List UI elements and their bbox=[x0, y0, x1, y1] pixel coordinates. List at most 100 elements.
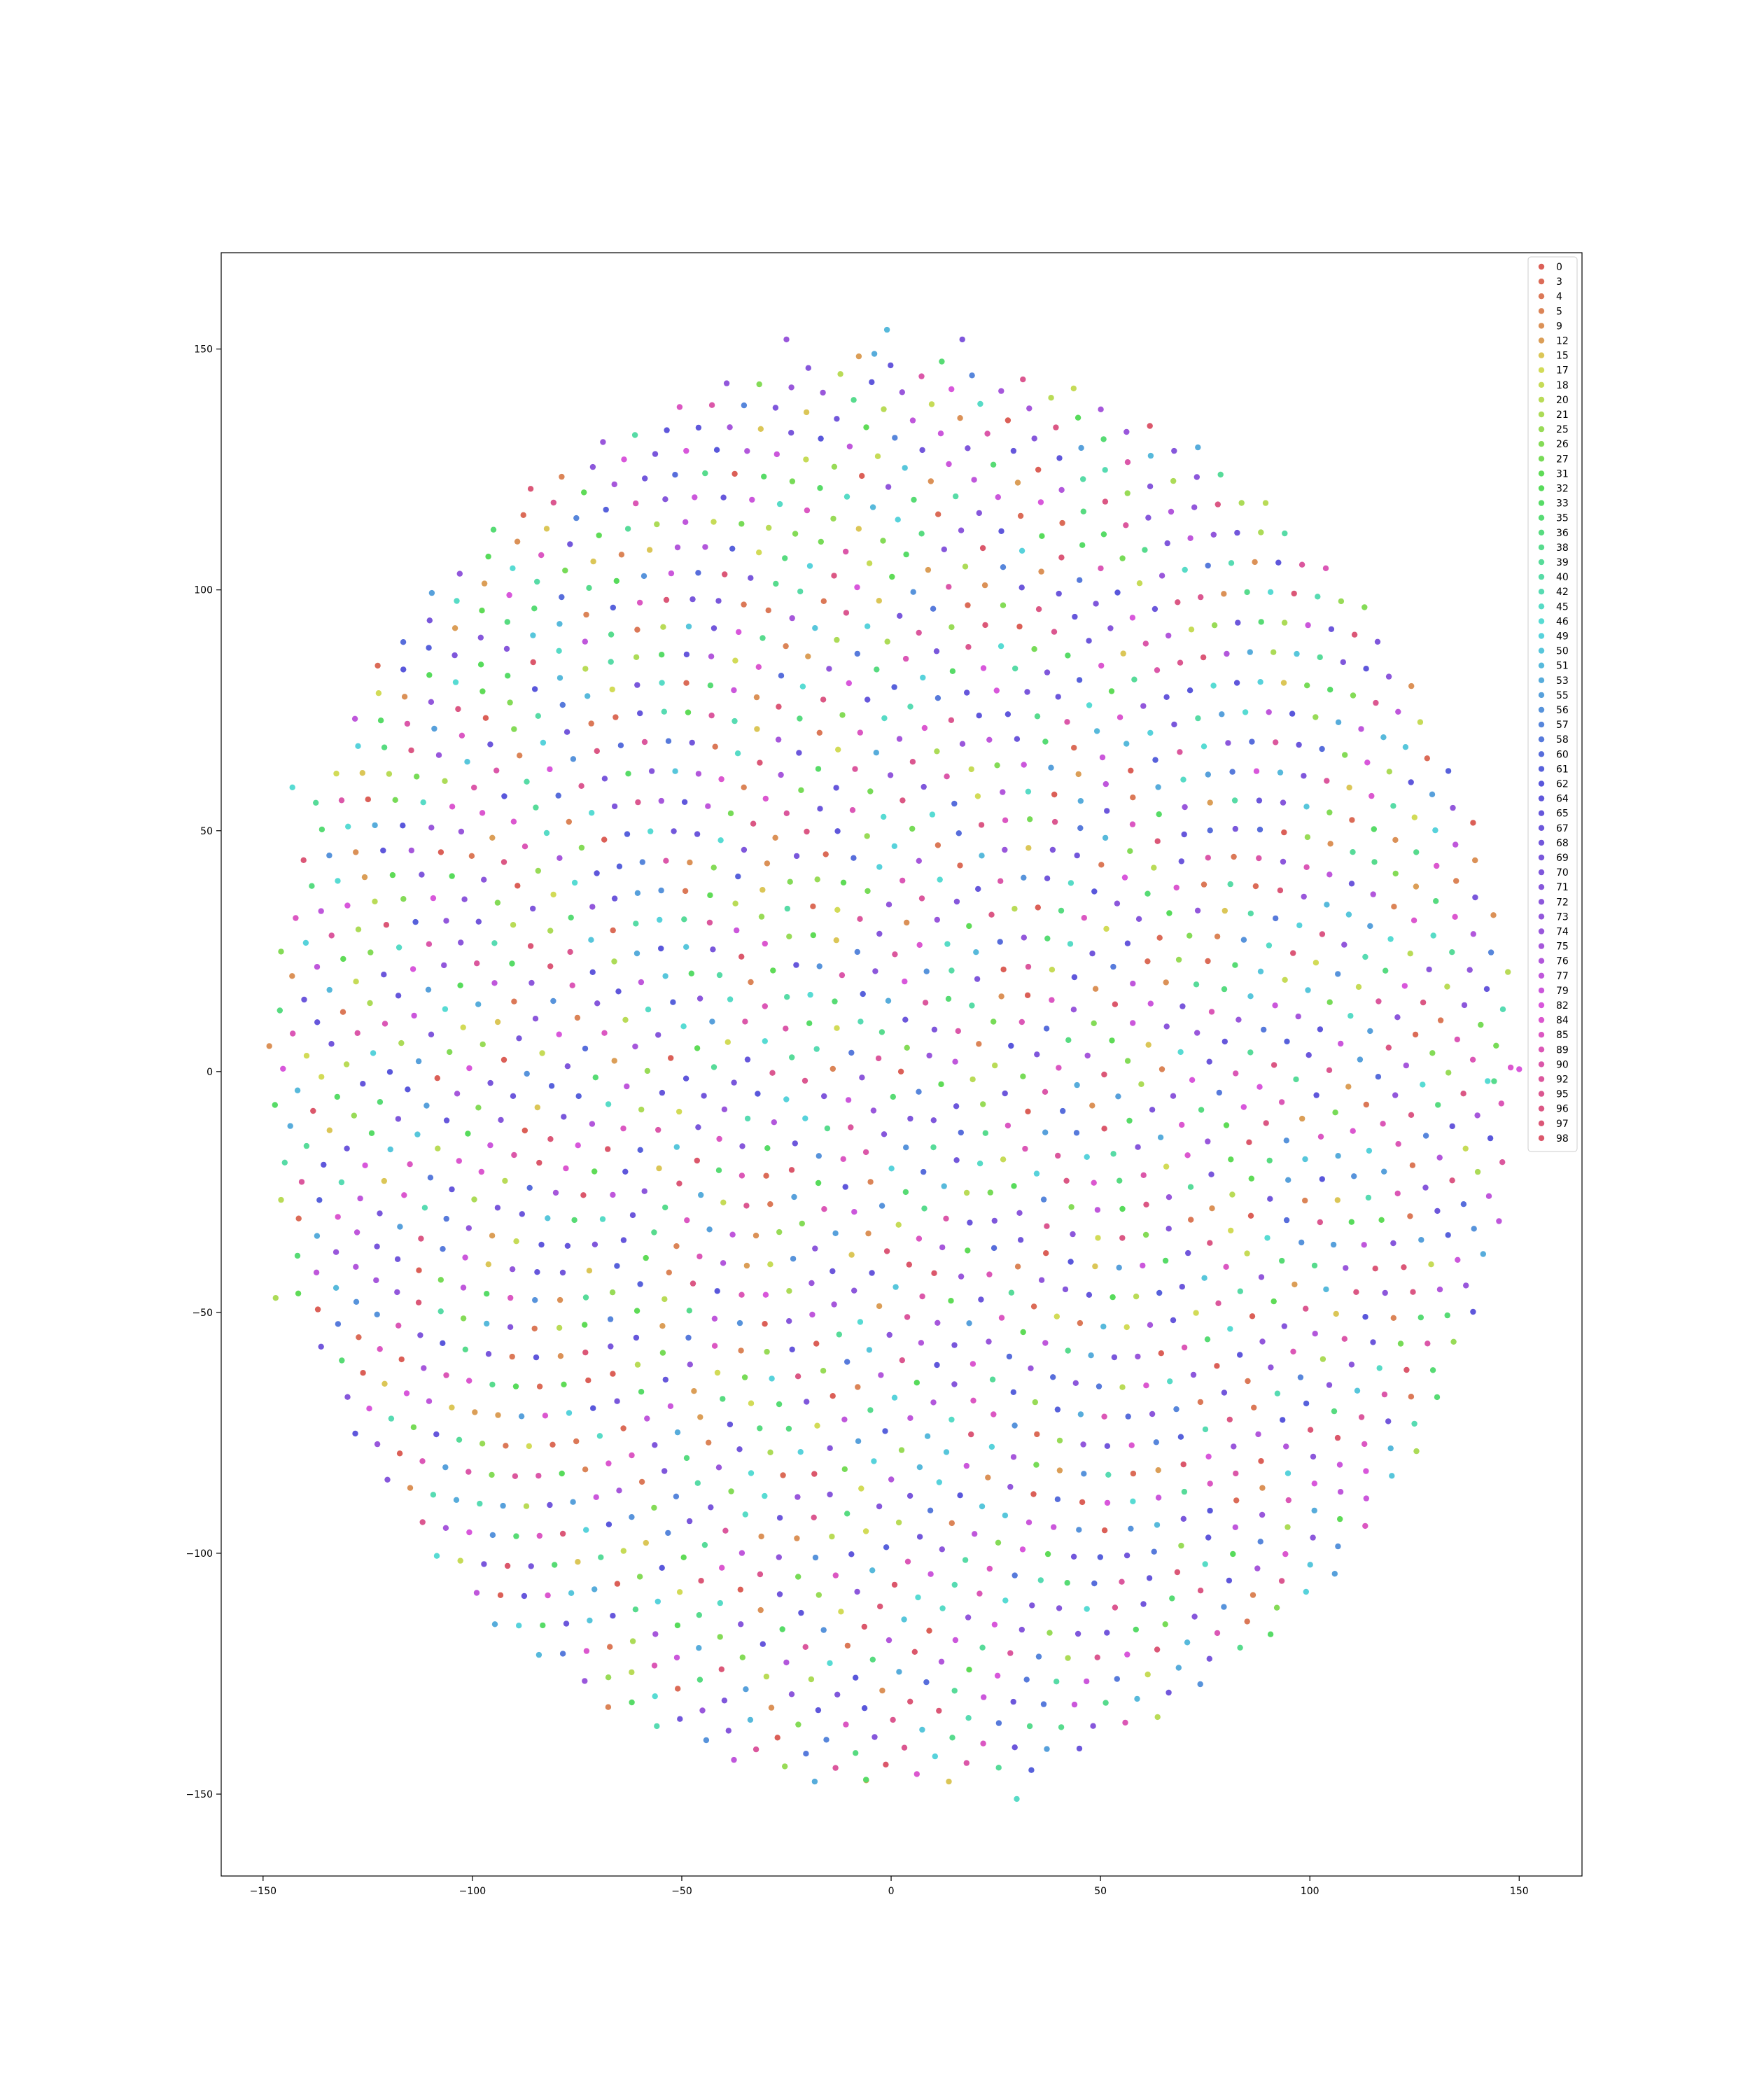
scatter-point bbox=[1065, 1037, 1072, 1044]
x-tick-label: 50 bbox=[1094, 1886, 1107, 1897]
scatter-point bbox=[1122, 1719, 1128, 1726]
scatter-point bbox=[426, 645, 432, 651]
scatter-point bbox=[762, 1003, 769, 1009]
scatter-point bbox=[624, 1083, 630, 1090]
scatter-point bbox=[691, 1388, 697, 1394]
scatter-point bbox=[821, 1093, 827, 1100]
scatter-point bbox=[682, 519, 689, 525]
scatter-point bbox=[351, 715, 358, 722]
scatter-point bbox=[481, 1561, 487, 1567]
scatter-point bbox=[1128, 1525, 1134, 1532]
scatter-point bbox=[718, 1666, 725, 1672]
scatter-point bbox=[762, 940, 769, 947]
scatter-point bbox=[695, 424, 702, 431]
legend-marker bbox=[1538, 869, 1545, 876]
scatter-point bbox=[419, 1458, 426, 1464]
scatter-point bbox=[1073, 1130, 1080, 1136]
scatter-point bbox=[1450, 804, 1456, 811]
scatter-point bbox=[1155, 784, 1161, 790]
scatter-point bbox=[456, 1158, 462, 1164]
scatter-point bbox=[340, 955, 346, 962]
scatter-point bbox=[1200, 743, 1208, 750]
scatter-point bbox=[1270, 1062, 1278, 1068]
scatter-point bbox=[1178, 858, 1185, 864]
scatter-point bbox=[1110, 1294, 1116, 1301]
scatter-point bbox=[458, 732, 465, 739]
legend-marker bbox=[1538, 1002, 1545, 1009]
scatter-point bbox=[451, 652, 458, 659]
scatter-point bbox=[657, 916, 663, 923]
scatter-point bbox=[447, 1049, 453, 1056]
scatter-point bbox=[1258, 619, 1264, 625]
scatter-point bbox=[680, 1023, 687, 1030]
scatter-point bbox=[965, 1247, 971, 1254]
legend-marker bbox=[1538, 263, 1545, 270]
legend-marker bbox=[1538, 367, 1545, 373]
scatter-point bbox=[664, 427, 670, 433]
scatter-point bbox=[564, 729, 570, 735]
scatter-point bbox=[874, 453, 881, 459]
scatter-point bbox=[737, 1586, 744, 1592]
scatter-point bbox=[760, 635, 766, 641]
scatter-point bbox=[883, 1761, 889, 1768]
scatter-point bbox=[930, 606, 937, 612]
scatter-point bbox=[853, 1750, 859, 1756]
scatter-point bbox=[1499, 1159, 1506, 1166]
scatter-point bbox=[1079, 1499, 1086, 1506]
scatter-point bbox=[374, 1441, 381, 1448]
x-tick-label: 150 bbox=[1510, 1886, 1529, 1897]
scatter-point bbox=[793, 853, 800, 860]
legend-label: 21 bbox=[1556, 410, 1569, 421]
scatter-point bbox=[949, 1735, 955, 1741]
scatter-point bbox=[1351, 1173, 1357, 1180]
scatter-point bbox=[1011, 906, 1018, 912]
scatter-point bbox=[426, 672, 433, 678]
scatter-point bbox=[739, 1654, 746, 1660]
scatter-point bbox=[871, 1458, 877, 1464]
legend-marker bbox=[1538, 854, 1545, 861]
scatter-point bbox=[510, 1093, 517, 1100]
scatter-point bbox=[906, 1261, 913, 1268]
scatter-point bbox=[643, 1254, 649, 1261]
scatter-point bbox=[714, 1288, 720, 1294]
scatter-point bbox=[1444, 1312, 1450, 1319]
scatter-point bbox=[514, 538, 521, 545]
scatter-point bbox=[879, 1687, 886, 1694]
scatter-point bbox=[916, 1534, 923, 1540]
scatter-point bbox=[1452, 841, 1459, 848]
scatter-point bbox=[673, 1243, 680, 1250]
scatter-point bbox=[957, 862, 963, 869]
scatter-point bbox=[1166, 1689, 1172, 1696]
scatter-point bbox=[559, 473, 565, 480]
scatter-point bbox=[980, 1740, 986, 1746]
scatter-point bbox=[438, 1308, 444, 1315]
scatter-point bbox=[629, 1212, 636, 1219]
scatter-point bbox=[1194, 474, 1200, 480]
scatter-point bbox=[1284, 1038, 1290, 1045]
scatter-point bbox=[456, 570, 463, 577]
scatter-point bbox=[1483, 986, 1490, 993]
scatter-point bbox=[435, 752, 442, 758]
scatter-point bbox=[1154, 1522, 1161, 1528]
scatter-point bbox=[1394, 1190, 1401, 1197]
scatter-point bbox=[1302, 1197, 1308, 1204]
scatter-point bbox=[1143, 1382, 1149, 1389]
scatter-point-outlier bbox=[272, 1295, 279, 1301]
scatter-point bbox=[1337, 1516, 1343, 1522]
scatter-point bbox=[1277, 769, 1284, 776]
scatter-point bbox=[513, 1238, 519, 1245]
scatter-point bbox=[593, 1494, 599, 1500]
scatter-point bbox=[1127, 848, 1133, 855]
legend-marker bbox=[1538, 293, 1545, 300]
legend-marker bbox=[1538, 884, 1545, 890]
scatter-point bbox=[696, 1676, 704, 1683]
scatter-point bbox=[361, 874, 368, 881]
scatter-point bbox=[952, 1058, 958, 1065]
scatter-point bbox=[1297, 1374, 1304, 1380]
scatter-point bbox=[816, 729, 823, 736]
y-tick-label: 150 bbox=[194, 344, 213, 356]
scatter-point bbox=[853, 1674, 859, 1681]
scatter-point bbox=[1002, 1512, 1009, 1519]
scatter-point bbox=[468, 853, 475, 860]
scatter-point bbox=[1230, 1550, 1236, 1558]
